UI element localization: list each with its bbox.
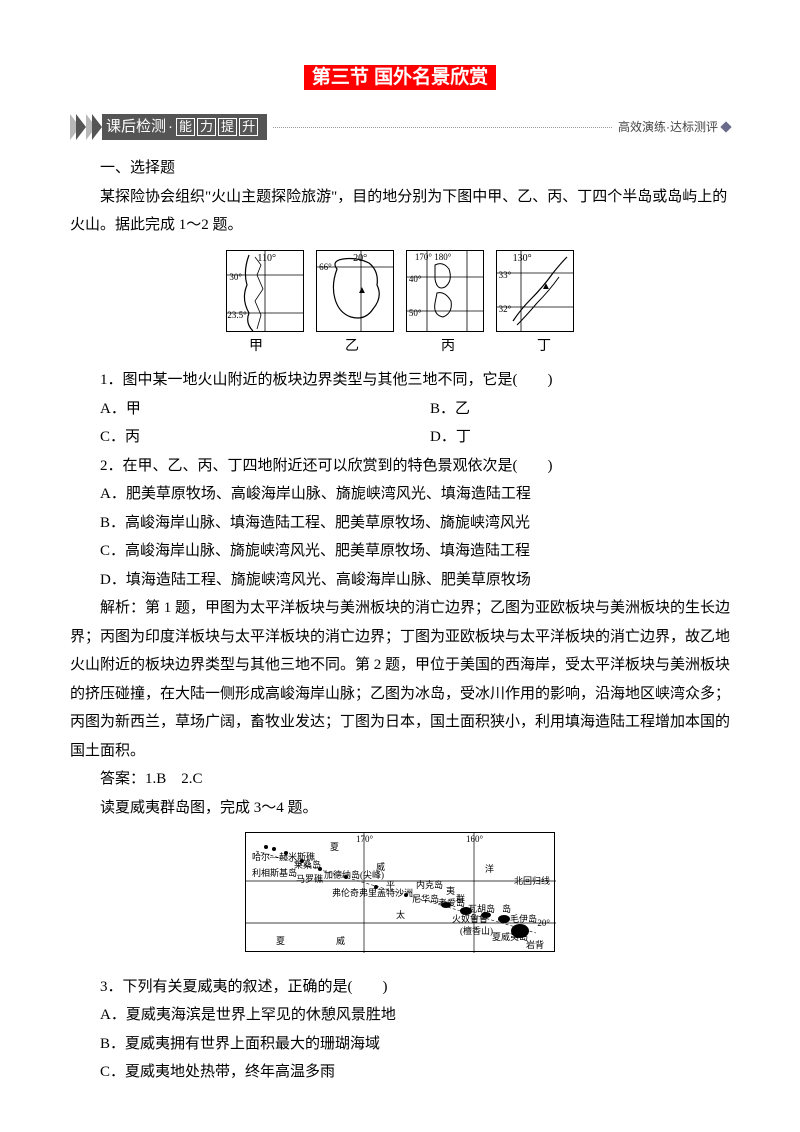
q1-choice-a: A．甲	[70, 395, 400, 424]
label: 威	[336, 933, 345, 950]
q3-choice-b: B．夏威夷拥有世界上面积最大的珊瑚海域	[70, 1030, 730, 1059]
q2-choice-c: C．高峻海岸山脉、旖旎峡湾风光、肥美草原牧场、填海造陆工程	[70, 537, 730, 566]
label: 加德纳岛(尖峰)	[324, 867, 384, 884]
label: 威	[376, 859, 385, 876]
answer-12: 答案：1.B 2.C	[70, 765, 730, 794]
label: 夏	[330, 839, 339, 856]
hawaii-map: 170° 160° 北回归线 20° 洋 哈尔—赫米斯礁 利相斯基岛 莱桑岛 马…	[245, 832, 555, 952]
q1-choices-cd: C．丙 D．丁	[70, 423, 730, 452]
banner-right-text: 高效演练·达标测评	[618, 116, 718, 139]
banner-left-text: 课后检测	[106, 113, 166, 142]
banner-label: 课后检测 · 能 力 提 升	[102, 114, 267, 140]
label: 马罗礁	[296, 871, 323, 888]
label: (檀香山)	[460, 923, 493, 940]
lat-label: 40°	[409, 271, 422, 288]
lon-label: 110°	[257, 250, 276, 268]
ocean: 洋	[485, 861, 494, 878]
map-ding-svg: ▲	[497, 251, 574, 332]
q2-choice-a: A．肥美草原牧场、高峻海岸山脉、旖旎峡湾风光、填海造陆工程	[70, 480, 730, 509]
lon-label: 170° 180°	[415, 250, 451, 266]
intro-text: 某探险协会组织"火山主题探险旅游"，目的地分别为下图中甲、乙、丙、丁四个半岛或岛…	[70, 183, 730, 240]
banner-divider	[273, 127, 612, 128]
label: 岩背	[526, 937, 544, 954]
hawaii-figure: 170° 160° 北回归线 20° 洋 哈尔—赫米斯礁 利相斯基岛 莱桑岛 马…	[70, 832, 730, 963]
tropic: 北回归线	[514, 873, 550, 890]
q1-choice-d: D．丁	[400, 423, 730, 452]
q1-choices-ab: A．甲 B．乙	[70, 395, 730, 424]
label: 毛伊岛	[510, 911, 537, 928]
svg-text:▲: ▲	[541, 281, 551, 292]
lat-label: 32°	[499, 301, 512, 318]
section-heading: 一、选择题	[70, 154, 730, 183]
lat20: 20°	[537, 915, 550, 932]
section-title: 第三节 国外名景欣赏	[70, 60, 730, 96]
boxed-char: 力	[197, 118, 216, 136]
lat-label: 50°	[409, 305, 422, 322]
label: 夏威夷岛	[492, 929, 528, 946]
q2-choice-b: B．高峻海岸山脉、填海造陆工程、肥美草原牧场、旖旎峡湾风光	[70, 509, 730, 538]
label: 考爱岛	[438, 895, 465, 912]
caption-jia: 甲	[212, 334, 300, 361]
svg-text:▲: ▲	[357, 285, 367, 296]
q2-choice-d: D．填海造陆工程、旖旎峡湾风光、高峻海岸山脉、肥美草原牧场	[70, 566, 730, 595]
label: 尼华岛	[412, 891, 439, 908]
chevron-icon	[92, 114, 102, 140]
map-bing: 170° 180° 40° 50°	[406, 250, 484, 332]
q3-choice-c: C．夏威夷地处热带，终年高温多雨	[70, 1058, 730, 1087]
caption-yi: 乙	[308, 334, 396, 361]
explain-text: 解析：第 1 题，甲图为太平洋板块与美洲板块的消亡边界；乙图为亚欧板块与美洲板块…	[70, 594, 730, 765]
lon-label: 20°	[353, 250, 367, 268]
boxed-char: 能	[176, 118, 195, 136]
map-figures: 110° 30° 23.5° ▲ 20° 66° 170° 180° 40° 5…	[70, 250, 730, 361]
chevron-icon	[76, 114, 86, 140]
banner-arrow	[70, 114, 102, 140]
label: 弗伦奇弗里盖特沙洲	[332, 885, 413, 902]
caption-ding: 丁	[500, 334, 588, 361]
lat-label: 23.5°	[227, 307, 246, 324]
map-captions: 甲乙丙丁	[70, 334, 730, 361]
q1-choice-c: C．丙	[70, 423, 400, 452]
lat-label: 30°	[229, 269, 242, 286]
boxed-char: 提	[218, 118, 237, 136]
q1-choice-b: B．乙	[400, 395, 730, 424]
caption-bing: 丙	[404, 334, 492, 361]
lat-label: 66°	[319, 259, 332, 276]
lon-label: 130°	[513, 250, 532, 268]
lat-label: 33°	[499, 267, 512, 284]
intro-34: 读夏威夷群岛图，完成 3～4 题。	[70, 794, 730, 823]
banner-right: 高效演练·达标测评	[618, 116, 730, 139]
lon170: 170°	[356, 831, 373, 848]
title-text: 第三节 国外名景欣赏	[304, 65, 496, 90]
q3-stem: 3．下列有关夏威夷的叙述，正确的是( )	[70, 973, 730, 1002]
boxed-char: 升	[239, 118, 258, 136]
banner-row: 课后检测 · 能 力 提 升 高效演练·达标测评	[70, 114, 730, 140]
lon160: 160°	[466, 831, 483, 848]
map-jia: 110° 30° 23.5°	[226, 250, 304, 332]
q1-stem: 1．图中某一地火山附近的板块边界类型与其他三地不同，它是( )	[70, 366, 730, 395]
map-yi: ▲ 20° 66°	[316, 250, 394, 332]
label: 夏	[276, 933, 285, 950]
q3-choice-a: A．夏威夷海滨是世界上罕见的休憩风景胜地	[70, 1001, 730, 1030]
diamond-icon	[720, 121, 731, 132]
q2-stem: 2．在甲、乙、丙、丁四地附近还可以欣赏到的特色景观依次是( )	[70, 452, 730, 481]
map-ding: ▲ 130° 33° 32°	[496, 250, 574, 332]
label: 利相斯基岛	[252, 865, 297, 882]
label: 太	[396, 907, 405, 924]
